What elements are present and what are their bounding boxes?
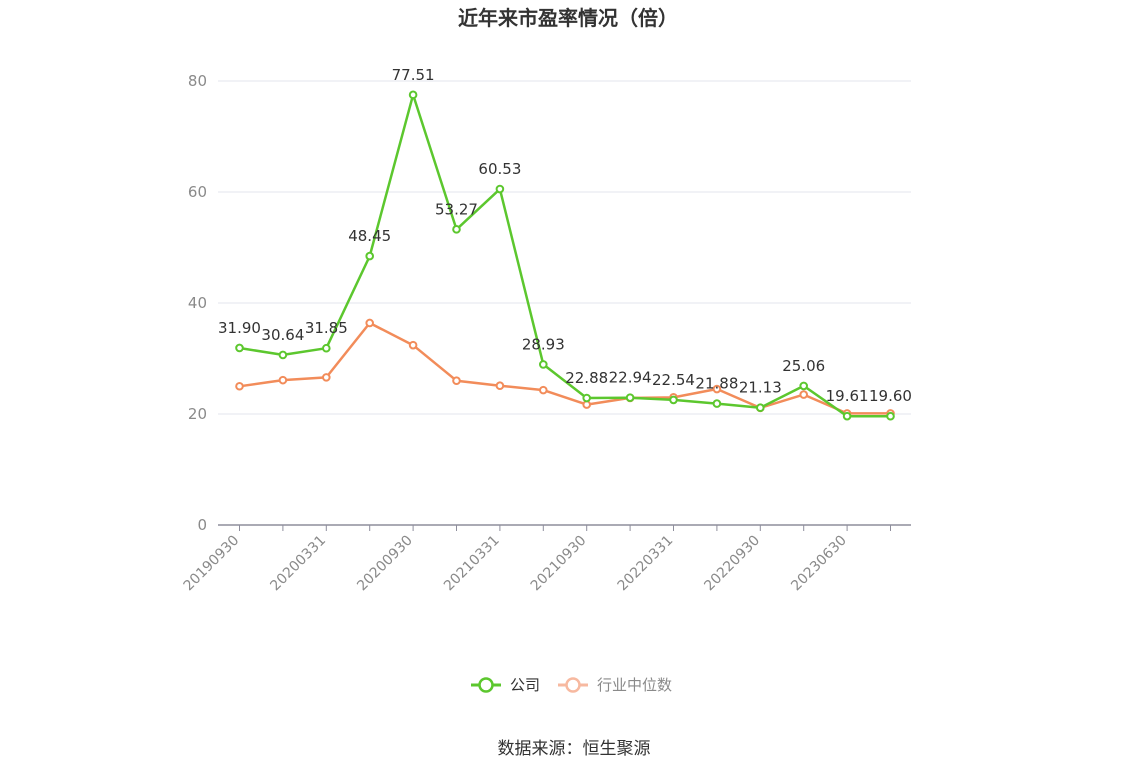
y-tick-label-20: 20 <box>188 405 207 423</box>
x-tick-label-20220930: 20220930 <box>701 533 763 595</box>
chart-title: 近年来市盈率情况（倍） <box>458 6 678 30</box>
series-line <box>239 93 891 418</box>
data-point[interactable] <box>625 393 635 402</box>
data-point[interactable] <box>235 343 244 353</box>
x-tick-label-20230630: 20230630 <box>788 533 850 595</box>
data-point[interactable] <box>582 393 592 403</box>
data-label: 77.51 <box>392 66 435 84</box>
data-point[interactable] <box>408 90 418 100</box>
data-point[interactable] <box>495 381 505 390</box>
data-point[interactable] <box>712 399 722 408</box>
legend[interactable]: 公司 行业中位数 <box>471 676 672 694</box>
data-point[interactable] <box>322 343 331 353</box>
data-point[interactable] <box>365 251 375 261</box>
y-tick-label-80: 80 <box>188 72 207 90</box>
data-point[interactable] <box>799 381 809 391</box>
data-label: 25.06 <box>782 357 825 375</box>
x-tick-label-20210331: 20210331 <box>441 533 503 595</box>
data-point[interactable] <box>539 360 548 369</box>
data-label: 53.27 <box>435 200 478 218</box>
x-axis: 20190930 20200331 20200930 20210331 20210930… <box>181 524 911 595</box>
series-line <box>239 321 891 415</box>
legend-label: 行业中位数 <box>597 676 672 694</box>
data-point[interactable] <box>842 411 852 421</box>
data-point[interactable] <box>278 375 288 385</box>
data-point[interactable] <box>452 376 461 386</box>
data-point[interactable] <box>452 225 461 234</box>
data-label: 22.94 <box>609 369 652 387</box>
y-tick-label-60: 60 <box>188 183 207 201</box>
data-label: 22.54 <box>652 371 695 389</box>
legend-item-industry-median[interactable]: 行业中位数 <box>558 676 672 694</box>
data-point[interactable] <box>365 318 375 328</box>
series-company <box>235 90 895 421</box>
y-tick-label-0: 0 <box>197 516 207 534</box>
data-point[interactable] <box>799 390 809 399</box>
data-label: 28.93 <box>522 335 565 353</box>
data-point[interactable] <box>278 350 288 360</box>
legend-label: 公司 <box>510 676 540 694</box>
legend-marker <box>478 677 494 693</box>
data-label: 22.88 <box>565 369 608 387</box>
grid-lines <box>218 80 911 415</box>
data-point[interactable] <box>322 373 331 382</box>
data-point[interactable] <box>235 381 244 391</box>
data-label: 21.88 <box>695 375 738 393</box>
data-label: 48.45 <box>348 227 391 245</box>
data-point[interactable] <box>495 184 505 194</box>
x-tick-label-20200930: 20200930 <box>354 533 416 595</box>
data-label: 31.85 <box>305 319 348 337</box>
data-point[interactable] <box>539 385 548 395</box>
x-tick-label-20210930: 20210930 <box>528 533 590 595</box>
x-tick-label-20220331: 20220331 <box>615 533 677 595</box>
series-group <box>235 90 895 421</box>
data-label: 19.60 <box>869 387 912 405</box>
data-point[interactable] <box>886 411 895 421</box>
data-label: 30.64 <box>261 326 304 344</box>
data-point[interactable] <box>756 403 765 413</box>
y-tick-label-40: 40 <box>188 294 207 312</box>
data-label: 31.90 <box>218 319 261 337</box>
data-point[interactable] <box>712 384 722 394</box>
legend-item-company[interactable]: 公司 <box>471 676 540 694</box>
x-tick-label-20200331: 20200331 <box>267 533 329 595</box>
data-source-note: 数据来源：恒生聚源 <box>498 739 651 759</box>
data-label: 19.61 <box>826 387 869 405</box>
data-label: 21.13 <box>739 379 782 397</box>
data-label: 60.53 <box>478 160 521 178</box>
y-axis-ticks: 0 20 40 60 80 <box>188 72 207 534</box>
data-point[interactable] <box>408 340 418 350</box>
x-tick-label-20190930: 20190930 <box>181 533 243 595</box>
data-labels: 31.90 30.64 31.85 48.45 77.51 53.27 60.53 28.93… <box>218 66 912 405</box>
legend-marker <box>565 677 581 693</box>
data-point[interactable] <box>669 395 678 405</box>
